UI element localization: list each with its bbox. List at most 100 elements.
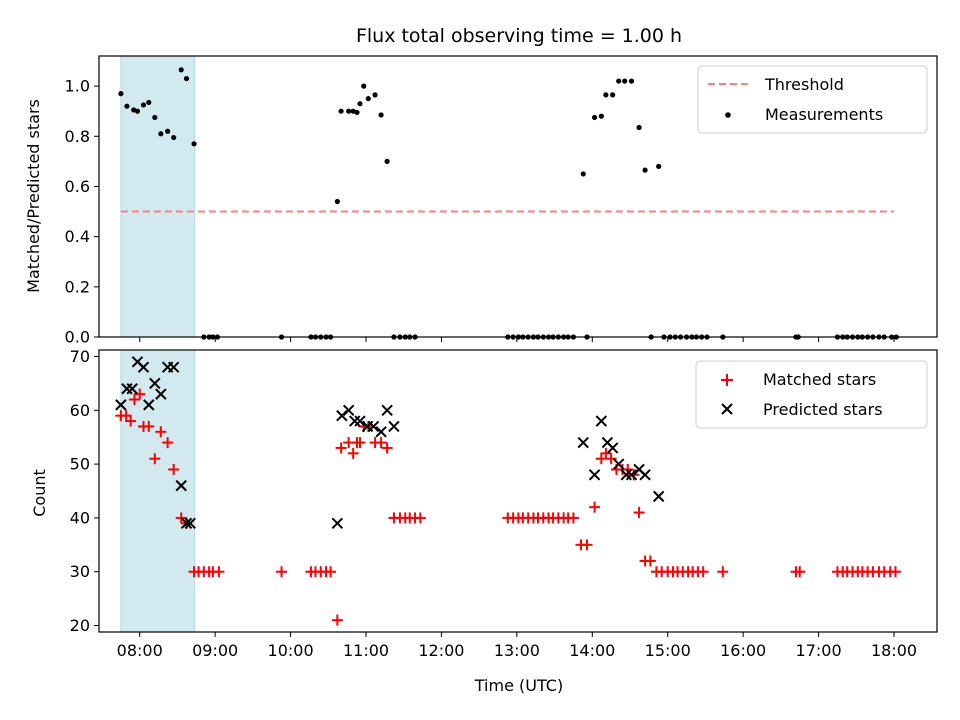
bottom-panel: 20 30 40 50 60 70 08:00 09:00 10:00 11:00 12:00 13:… [70, 347, 938, 660]
measurement-point [334, 198, 340, 205]
predicted-star-point [184, 517, 196, 529]
predicted-star-stroke-b [612, 458, 625, 470]
measurement-point [178, 67, 184, 73]
measurement-point [610, 92, 616, 98]
measurement-point [191, 141, 197, 147]
predicted-star-point [595, 415, 608, 427]
predicted-star-point [652, 490, 665, 503]
predicted-star-stroke-b [167, 361, 180, 373]
predicted-star-stroke-b [639, 469, 651, 481]
measurement-point [165, 128, 171, 134]
predicted-star-point [612, 458, 625, 470]
bottom-xtick-label: 08:00 [117, 641, 163, 660]
predicted-star-stroke-b [342, 404, 355, 416]
legend-matched-label: Matched stars [763, 370, 876, 389]
matched-star-point [347, 447, 359, 459]
predicted-star-point [606, 442, 619, 454]
predicted-star-stroke-b [595, 415, 608, 427]
bottom-series-predicted-stars [115, 356, 665, 529]
matched-star-point [717, 566, 729, 578]
matched-star-point [335, 442, 347, 454]
matched-star-point [134, 388, 146, 400]
legend-measurements-swatch [725, 112, 731, 118]
measurement-point [338, 108, 344, 114]
measurement-point [118, 91, 124, 97]
predicted-star-stroke-b [180, 517, 193, 529]
measurement-point [365, 96, 371, 102]
legend-threshold-label: Threshold [764, 75, 844, 94]
measurement-point [598, 113, 604, 119]
bottom-ytick-label: 60 [70, 401, 90, 420]
matched-star-point [331, 614, 343, 626]
predicted-star-point [155, 388, 167, 400]
predicted-star-point [639, 469, 651, 481]
predicted-star-stroke-b [126, 383, 138, 395]
bottom-xtick-label: 17:00 [796, 641, 842, 660]
measurement-point [171, 134, 177, 141]
measurement-point [134, 108, 141, 114]
legend-predicted-swatch [721, 403, 733, 415]
bottom-xtick-label: 15:00 [645, 641, 691, 660]
matched-star-point [794, 566, 806, 578]
predicted-star-point [625, 469, 638, 481]
predicted-star-stroke-b [149, 377, 161, 390]
matched-star-point [414, 512, 426, 524]
bottom-ytick-label: 50 [70, 455, 90, 474]
bottom-legend: Matched stars Predicted stars [695, 360, 928, 429]
matched-star-point [175, 512, 187, 524]
predicted-star-stroke-b [588, 469, 601, 481]
predicted-star-point [167, 361, 180, 373]
predicted-star-stroke-b [625, 469, 638, 481]
matched-star-point [149, 453, 161, 465]
predicted-star-stroke-b [388, 420, 400, 433]
predicted-star-stroke-b [367, 420, 380, 433]
matched-star-point [143, 420, 155, 432]
predicted-star-point [149, 377, 161, 390]
matched-star-point [600, 447, 612, 459]
matched-star-point [168, 463, 180, 475]
top-highlight-span [120, 55, 196, 338]
matched-star-point [581, 539, 593, 551]
matched-star-point [890, 566, 902, 578]
predicted-star-stroke-b [375, 426, 387, 438]
measurement-point [357, 101, 363, 107]
predicted-star-stroke-b [143, 399, 155, 411]
matched-star-point [162, 437, 174, 449]
matched-star-point [276, 566, 288, 578]
predicted-star-point [126, 383, 138, 395]
measurement-point [384, 158, 390, 164]
measurement-point [580, 171, 586, 177]
matched-star-point [605, 453, 617, 465]
bottom-ytick-label: 20 [70, 616, 90, 635]
predicted-star-point [381, 404, 393, 416]
top-legend-frame [697, 65, 928, 134]
bottom-series-matched-stars [115, 388, 902, 626]
bottom-legend-frame [695, 360, 928, 429]
legend-predicted-label: Predicted stars [763, 400, 883, 419]
predicted-star-point [388, 420, 400, 433]
measurement-point [642, 167, 648, 173]
predicted-star-stroke-b [131, 356, 144, 368]
predicted-star-stroke-b [354, 415, 366, 427]
matched-star-point [128, 394, 140, 406]
top-axes-frame [98, 55, 938, 338]
top-ytick-label: 0.6 [65, 177, 90, 196]
measurement-point [152, 114, 158, 121]
bottom-xtick-label: 11:00 [343, 641, 389, 660]
top-ytick-label: 0.0 [65, 328, 90, 347]
bottom-xtick-label: 14:00 [569, 641, 615, 660]
predicted-star-point [180, 517, 193, 529]
predicted-star-stroke-b [155, 388, 167, 400]
matched-star-point [589, 501, 601, 513]
bottom-xlabel: Time (UTC) [474, 676, 563, 695]
bottom-axes-frame [98, 349, 938, 633]
predicted-star-point [175, 479, 187, 492]
bottom-xtick-label: 13:00 [494, 641, 540, 660]
measurement-point [140, 102, 147, 108]
matched-star-point [633, 507, 645, 519]
predicted-star-stroke-b [184, 517, 196, 529]
bottom-xtick-label: 18:00 [871, 641, 917, 660]
predicted-star-point [577, 436, 589, 449]
predicted-star-point [143, 399, 155, 411]
